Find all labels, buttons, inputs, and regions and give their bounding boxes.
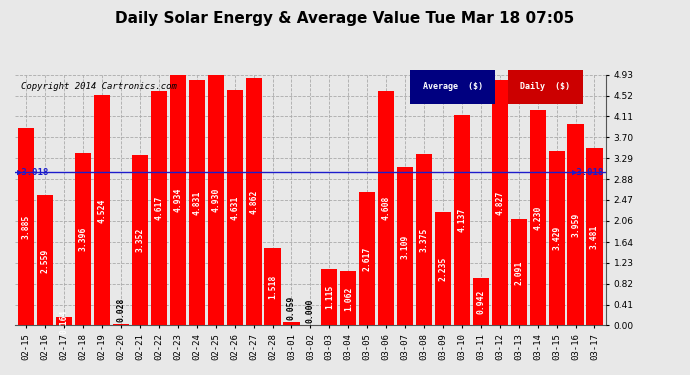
Bar [397,167,413,326]
Text: 2.617: 2.617 [363,247,372,271]
Bar [359,192,375,326]
Text: 0.059: 0.059 [287,296,296,321]
Text: 4.608: 4.608 [382,196,391,220]
Bar [586,148,602,326]
Text: 4.934: 4.934 [173,188,182,212]
Bar [37,195,53,326]
Text: Average  ($): Average ($) [423,82,483,91]
Text: 4.862: 4.862 [249,190,258,214]
Text: 3.375: 3.375 [420,228,428,252]
Bar [189,80,205,326]
Bar [530,110,546,326]
Text: 4.137: 4.137 [457,208,466,232]
Bar [511,219,526,326]
Bar [208,75,224,326]
Text: 2.235: 2.235 [438,256,448,281]
Text: 0.942: 0.942 [476,290,485,314]
Bar [340,272,356,326]
Text: 3.109: 3.109 [401,234,410,259]
Text: 4.524: 4.524 [97,198,107,223]
Bar [454,115,470,326]
Text: 4.831: 4.831 [193,190,201,215]
Text: Daily  ($): Daily ($) [520,82,570,91]
Text: Daily Solar Energy & Average Value Tue Mar 18 07:05: Daily Solar Energy & Average Value Tue M… [115,11,575,26]
Bar [473,278,489,326]
Bar [549,151,564,326]
Text: 2.091: 2.091 [514,260,523,285]
Text: ▶3.018: ▶3.018 [572,168,604,177]
Bar [378,91,394,326]
Text: 3.352: 3.352 [135,228,144,252]
Text: 1.518: 1.518 [268,275,277,299]
Bar [435,212,451,326]
Text: ▶3.018: ▶3.018 [17,168,49,177]
Bar [19,128,34,326]
Text: 3.959: 3.959 [571,213,580,237]
Text: 4.230: 4.230 [533,206,542,230]
Bar [94,95,110,326]
Bar [170,75,186,326]
Bar [113,324,129,326]
Text: 0.000: 0.000 [306,299,315,324]
Text: 3.885: 3.885 [22,214,31,239]
Bar [56,317,72,326]
Text: 0.028: 0.028 [117,298,126,322]
Text: 3.396: 3.396 [79,227,88,251]
Bar [264,248,281,326]
Text: 4.930: 4.930 [211,188,220,212]
Bar [567,124,584,326]
Bar [246,78,262,326]
Bar [284,322,299,326]
Text: 3.481: 3.481 [590,225,599,249]
Text: 4.827: 4.827 [495,190,504,215]
Bar [151,91,167,326]
Text: 1.062: 1.062 [344,286,353,310]
Text: 4.617: 4.617 [155,196,164,220]
Text: 4.631: 4.631 [230,195,239,220]
Bar [132,155,148,326]
Text: 1.115: 1.115 [325,285,334,309]
Text: 3.429: 3.429 [552,226,561,251]
Bar [226,90,243,326]
Bar [492,80,508,326]
Text: 2.559: 2.559 [41,248,50,273]
Text: Copyright 2014 Cartronics.com: Copyright 2014 Cartronics.com [21,82,177,91]
Text: 0.164: 0.164 [60,309,69,333]
Bar [416,154,432,326]
Bar [75,153,91,326]
Bar [322,269,337,326]
